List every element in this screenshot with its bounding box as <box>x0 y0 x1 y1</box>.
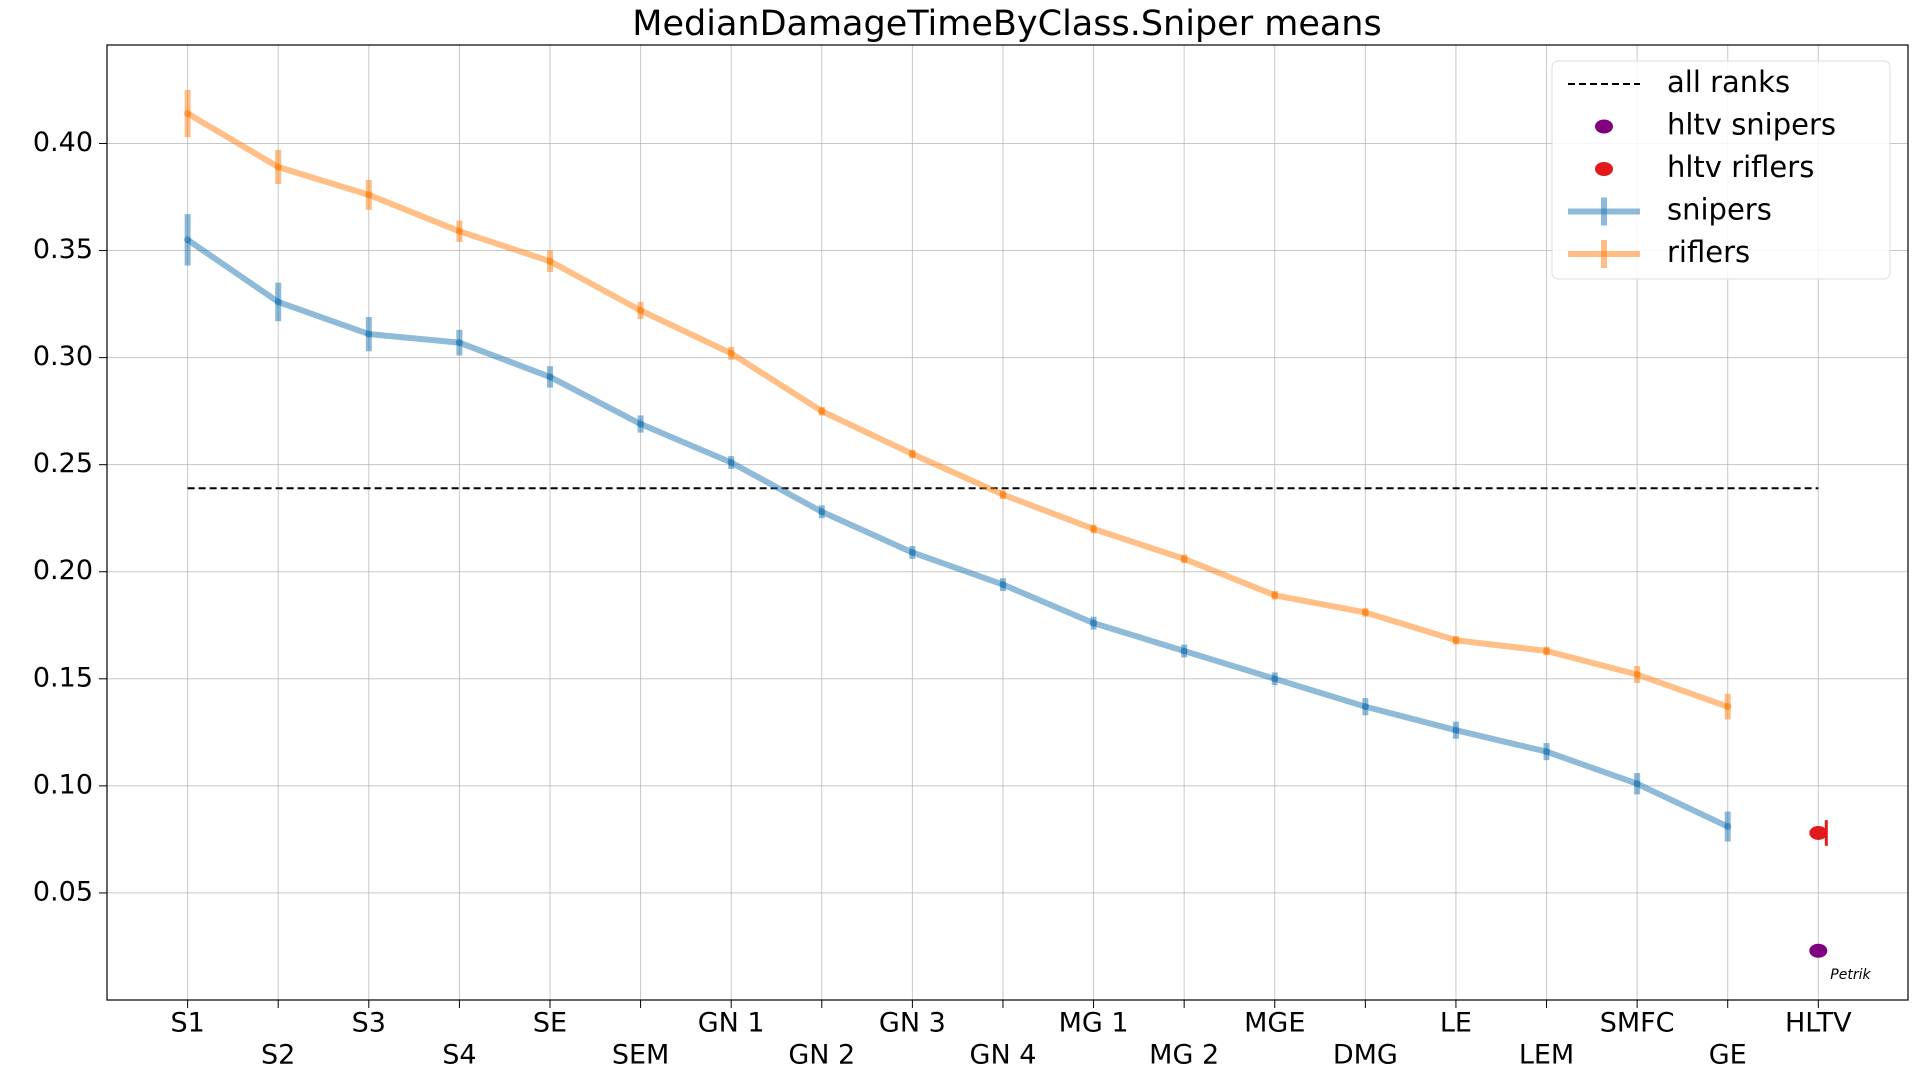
legend-box <box>1551 60 1891 280</box>
point <box>1543 748 1551 756</box>
point <box>1180 555 1188 563</box>
point <box>1271 675 1279 683</box>
point <box>908 548 916 556</box>
point <box>1361 703 1369 711</box>
point <box>727 349 735 357</box>
point <box>455 339 463 347</box>
point <box>1724 703 1732 711</box>
x-tick-label: SMFC <box>1600 1008 1675 1039</box>
point <box>365 191 373 199</box>
legend-label: snipers <box>1667 193 1772 227</box>
x-tick-label: HLTV <box>1785 1008 1852 1039</box>
y-tick-label: 0.05 <box>33 876 93 907</box>
legend-label: hltv snipers <box>1667 108 1836 142</box>
point <box>818 508 826 516</box>
point <box>1361 608 1369 616</box>
point <box>1543 647 1551 655</box>
x-tick-label: MG 2 <box>1149 1040 1219 1071</box>
x-tick-label: MG 1 <box>1059 1008 1129 1039</box>
x-tick-label: GN 2 <box>788 1040 855 1071</box>
plot-frame <box>106 44 1909 1001</box>
point <box>637 307 645 315</box>
y-tick-label: 0.30 <box>33 341 93 372</box>
point <box>546 257 554 265</box>
y-tick-label: 0.25 <box>33 448 93 479</box>
point <box>1809 943 1828 958</box>
point <box>1180 647 1188 655</box>
point <box>1452 636 1460 644</box>
point <box>274 298 282 306</box>
watermark: Petrik <box>1830 967 1871 983</box>
legend-label: hltv riflers <box>1667 150 1814 184</box>
chart-title: MedianDamageTimeByClass.Sniper means <box>632 4 1381 44</box>
series-line <box>186 110 1729 710</box>
series-line <box>185 237 1730 830</box>
y-tick-label: 0.15 <box>33 662 93 693</box>
x-tick-label: S2 <box>261 1040 295 1071</box>
point <box>908 450 916 458</box>
point <box>1633 671 1641 679</box>
point <box>1090 525 1098 533</box>
x-tick-label: S3 <box>352 1008 386 1039</box>
point <box>727 459 735 467</box>
point <box>365 330 373 338</box>
point <box>818 407 826 415</box>
x-tick-label: MGE <box>1244 1008 1305 1039</box>
x-tick-label: LE <box>1440 1008 1472 1039</box>
point <box>637 420 645 428</box>
x-tick-label: SE <box>533 1008 567 1039</box>
x-tick-label: GE <box>1709 1040 1747 1071</box>
legend-swatch <box>1595 162 1613 176</box>
x-tick-label: SEM <box>612 1040 670 1071</box>
point <box>1090 619 1098 627</box>
x-tick-label: GN 1 <box>698 1008 765 1039</box>
point <box>1724 823 1732 831</box>
point <box>184 236 192 244</box>
x-tick-label: DMG <box>1333 1040 1398 1071</box>
point <box>999 491 1007 499</box>
x-tick-label: GN 3 <box>879 1008 946 1039</box>
point <box>1809 825 1828 840</box>
point <box>1452 726 1460 734</box>
point <box>999 581 1007 589</box>
point <box>184 110 192 118</box>
x-tick-label: LEM <box>1519 1040 1574 1071</box>
point <box>455 227 463 235</box>
point <box>274 163 282 171</box>
point <box>546 373 554 381</box>
legend-label: riflers <box>1667 235 1750 269</box>
point <box>1633 780 1641 788</box>
y-tick-label: 0.10 <box>33 769 93 800</box>
x-tick-label: S1 <box>170 1008 204 1039</box>
legend-swatch <box>1595 119 1613 134</box>
x-tick-label: GN 4 <box>970 1040 1037 1071</box>
y-tick-label: 0.20 <box>33 555 93 586</box>
x-tick-label: S4 <box>442 1040 476 1071</box>
y-tick-label: 0.40 <box>33 127 93 158</box>
y-tick-label: 0.35 <box>33 234 93 265</box>
point <box>1271 591 1279 599</box>
legend-label: all ranks <box>1667 65 1790 99</box>
